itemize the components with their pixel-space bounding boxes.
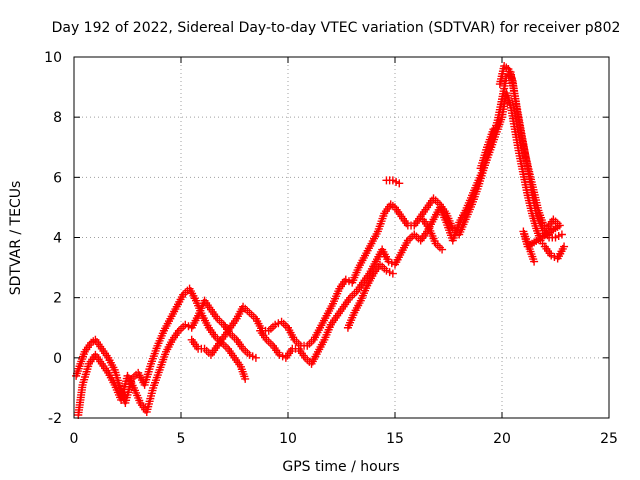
y-tick-label: 4 — [53, 231, 62, 247]
data-point — [557, 230, 566, 239]
y-tick-label: 2 — [53, 291, 62, 307]
data-point — [438, 245, 447, 254]
y-tick-label: -2 — [48, 411, 62, 427]
x-tick-label: 25 — [600, 431, 618, 447]
x-axis-label: GPS time / hours — [282, 459, 399, 475]
x-tick-label: 5 — [177, 431, 186, 447]
y-tick-label: 10 — [44, 50, 62, 66]
chart-title: Day 192 of 2022, Sidereal Day-to-day VTE… — [52, 20, 621, 36]
x-tick-label: 10 — [279, 431, 297, 447]
series-3 — [187, 68, 566, 359]
y-tick-label: 8 — [53, 110, 62, 126]
y-tick-label: 6 — [53, 170, 62, 186]
data-points — [72, 62, 569, 419]
data-point — [530, 257, 539, 266]
data-point — [251, 353, 260, 362]
series-4 — [256, 89, 569, 368]
y-tick-label: 0 — [53, 351, 62, 367]
x-tick-label: 15 — [386, 431, 404, 447]
y-axis-label: SDTVAR / TECUs — [8, 181, 24, 296]
data-point — [489, 125, 498, 134]
data-point — [395, 179, 404, 188]
series-2 — [74, 296, 260, 419]
data-point — [241, 374, 250, 383]
axis-ticks: 0 5 10 15 20 25 -2 0 2 4 6 8 10 — [44, 50, 618, 447]
plot-frame — [73, 56, 610, 419]
x-tick-label: 20 — [493, 431, 511, 447]
data-point — [560, 242, 569, 251]
series-5 — [343, 62, 564, 332]
series-1 — [72, 284, 250, 407]
x-tick-label: 0 — [70, 431, 79, 447]
data-point — [388, 269, 397, 278]
